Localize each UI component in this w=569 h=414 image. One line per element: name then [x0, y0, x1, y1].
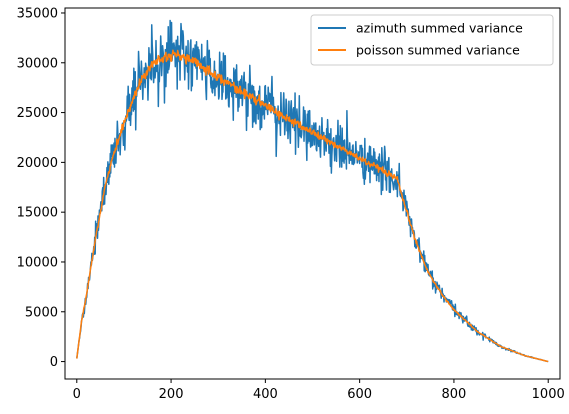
y-tick-label: 25000: [17, 106, 58, 121]
legend-label-poisson: poisson summed variance: [356, 43, 520, 58]
y-tick-label: 0: [50, 355, 58, 370]
plot-frame: [64, 7, 561, 380]
x-axis: 0 200 400 600 800 1000: [73, 379, 565, 402]
series-layer: [76, 19, 549, 363]
legend: azimuth summed variance poisson summed v…: [310, 14, 554, 66]
series-line-poisson: [76, 49, 549, 363]
x-tick-label: 200: [159, 387, 184, 402]
y-tick-label: 15000: [17, 206, 58, 221]
x-tick-label: 800: [442, 387, 467, 402]
x-tick-label: 400: [253, 387, 278, 402]
x-tick-label: 1000: [532, 387, 565, 402]
y-tick-label: 35000: [17, 6, 58, 21]
legend-label-azimuth: azimuth summed variance: [356, 21, 523, 36]
y-tick-label: 5000: [25, 305, 58, 320]
y-tick-label: 20000: [17, 156, 58, 171]
legend-box: [310, 14, 554, 66]
x-tick-label: 0: [73, 387, 81, 402]
y-tick-label: 30000: [17, 56, 58, 71]
x-tick-label: 600: [347, 387, 372, 402]
y-tick-label: 10000: [17, 255, 58, 270]
y-axis: 0 5000 10000 15000 20000 25000 30000 35000: [17, 6, 65, 370]
